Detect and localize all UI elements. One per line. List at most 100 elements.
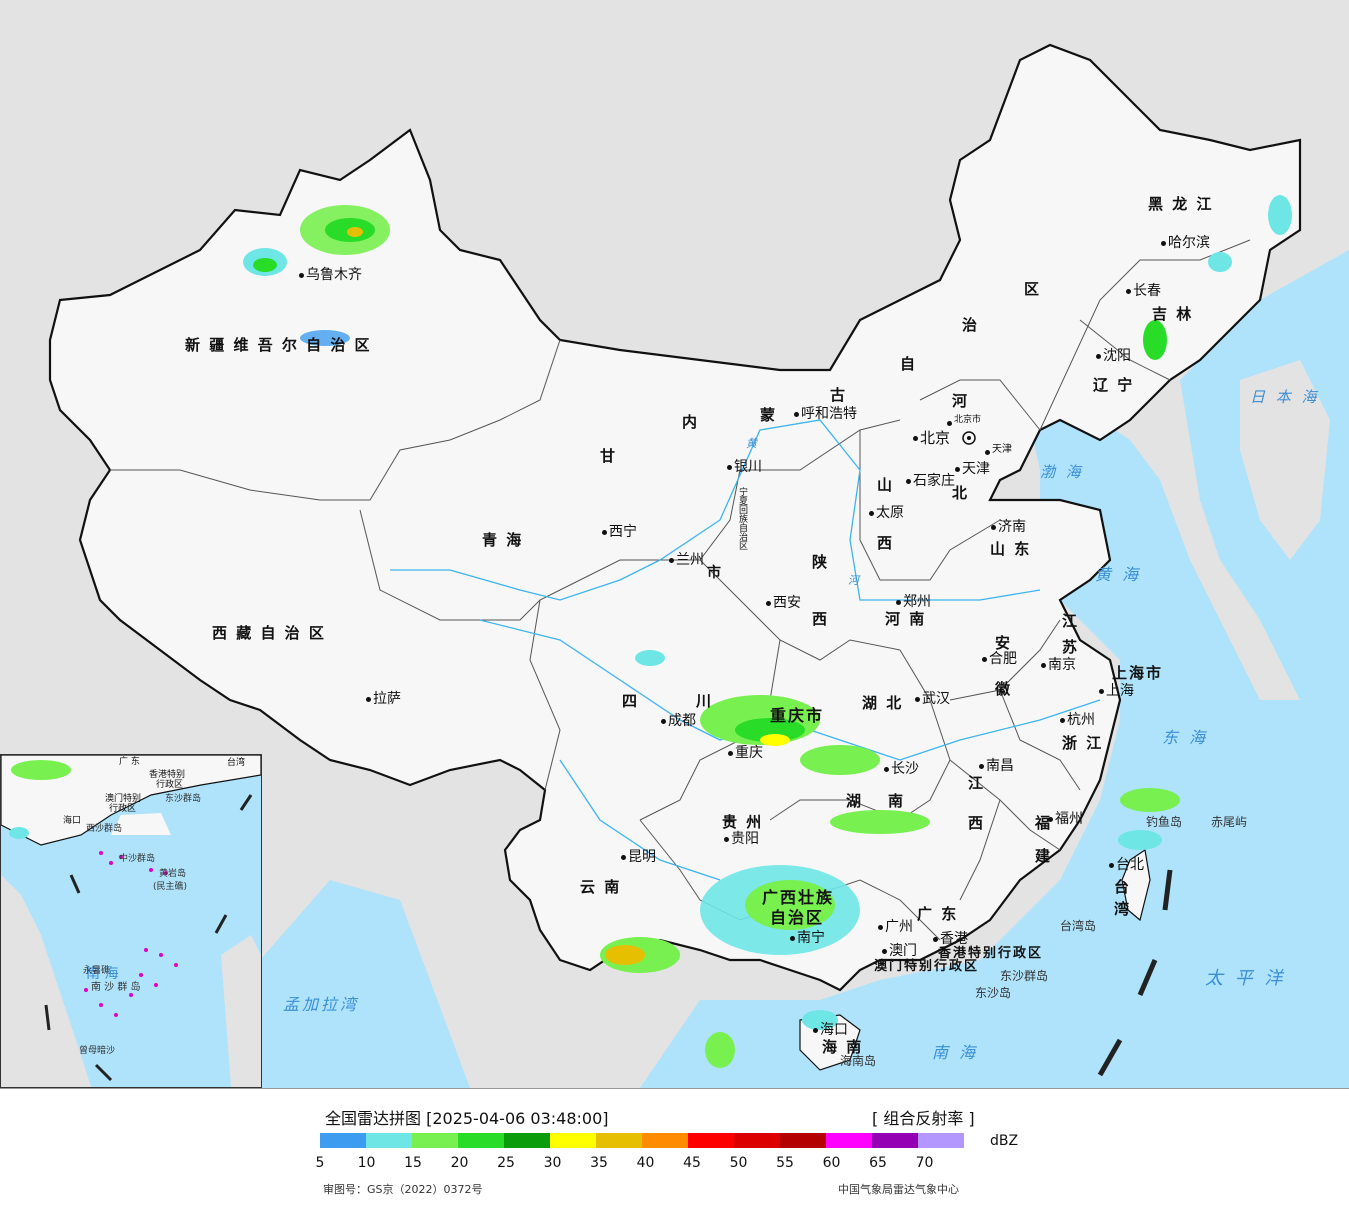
city-label-xining[interactable]: 西宁 <box>609 524 637 540</box>
city-label-zhengzhou[interactable]: 郑州 <box>903 594 931 610</box>
island-label-chiwei: 赤尾屿 <box>1211 815 1248 829</box>
city-label-guangzhou[interactable]: 广州 <box>885 919 913 935</box>
city-dot <box>1109 863 1114 868</box>
color-swatch <box>504 1133 550 1148</box>
region-label-guangxi-2: 自治区 <box>770 908 825 927</box>
city-dot <box>728 751 733 756</box>
region-label-jiangsu-2: 苏 <box>1062 638 1080 656</box>
region-label-jilin: 吉 林 <box>1152 305 1194 323</box>
region-label-gansu-city: 市 <box>707 565 723 581</box>
region-label-hainan: 海 南 <box>822 1038 864 1056</box>
region-label-henan: 河 南 <box>885 610 927 628</box>
region-label-jiangsu-1: 江 <box>1062 612 1080 630</box>
city-label-lanzhou[interactable]: 兰州 <box>676 552 704 568</box>
region-label-shaanxi-1: 陕 <box>812 553 830 571</box>
region-label-jiangxi-2: 西 <box>968 814 986 832</box>
city-label-beijing[interactable]: 北京 <box>920 429 951 447</box>
inset-label-inset-dongsha: 东沙群岛 <box>165 794 202 804</box>
city-label-haikou[interactable]: 海口 <box>820 1022 848 1038</box>
city-dot <box>947 421 952 426</box>
city-label-harbin[interactable]: 哈尔滨 <box>1168 235 1210 251</box>
city-label-tianjin[interactable]: 天津 <box>962 461 990 477</box>
city-label-urumqi[interactable]: 乌鲁木齐 <box>306 267 362 283</box>
tick-label: 45 <box>683 1155 701 1171</box>
city-dot <box>933 937 938 942</box>
island-label-hainan-island: 海南岛 <box>840 1054 877 1068</box>
water-label-donghai: 东 海 <box>1162 728 1209 747</box>
city-label-changchun[interactable]: 长春 <box>1133 283 1161 299</box>
city-dot <box>906 479 911 484</box>
city-label-shijiazhuang[interactable]: 石家庄 <box>913 473 955 489</box>
city-label-nanjing[interactable]: 南京 <box>1048 657 1076 673</box>
color-swatch <box>366 1133 412 1148</box>
water-label-mengjialawan: 孟加拉湾 <box>283 995 360 1014</box>
city-label-yinchuan[interactable]: 银川 <box>734 459 762 475</box>
city-label-hongkong[interactable]: 香港 <box>940 931 968 947</box>
city-label-changsha[interactable]: 长沙 <box>891 761 919 777</box>
inset-label-inset-nanhai: 南 海 <box>86 966 119 982</box>
city-label-taibei[interactable]: 台北 <box>1116 857 1144 873</box>
region-label-hunan-1: 湖 <box>846 792 864 810</box>
city-label-chengdu[interactable]: 成都 <box>668 713 696 729</box>
color-swatch <box>458 1133 504 1148</box>
city-label-nanchang[interactable]: 南昌 <box>986 758 1014 774</box>
inset-label-inset-zhongsha: 中沙群岛 <box>119 854 156 864</box>
city-dot <box>299 273 304 278</box>
city-dot <box>878 925 883 930</box>
city-label-wuhan[interactable]: 武汉 <box>922 691 950 707</box>
city-label-shanghai-city[interactable]: 上海 <box>1106 683 1134 699</box>
city-label-lhasa[interactable]: 拉萨 <box>373 691 401 707</box>
city-dot <box>979 764 984 769</box>
city-label-nanning[interactable]: 南宁 <box>797 930 825 946</box>
china-outline <box>48 43 1302 992</box>
color-swatch <box>412 1133 458 1148</box>
city-label-shenyang[interactable]: 沈阳 <box>1103 348 1131 364</box>
city-label-macau[interactable]: 澳门 <box>889 943 917 959</box>
tick-label: 5 <box>315 1155 325 1171</box>
region-label-hunan-2: 南 <box>888 792 906 810</box>
city-label-xian[interactable]: 西安 <box>773 595 801 611</box>
region-label-jiangxi-1: 江 <box>968 774 986 792</box>
city-label-kunming[interactable]: 昆明 <box>628 849 656 865</box>
city-label-guiyang[interactable]: 贵阳 <box>731 831 759 847</box>
region-label-qinghai: 青 海 <box>482 531 524 549</box>
city-label-hefei[interactable]: 合肥 <box>989 651 1017 667</box>
city-label-tianjin-city[interactable]: 天津 <box>992 444 1012 455</box>
inset-label-inset-huangyan: 黄岩岛 <box>159 869 187 879</box>
source-credit: 中国气象局雷达气象中心 <box>838 1183 959 1196</box>
city-dot <box>727 465 732 470</box>
city-label-hohhot[interactable]: 呼和浩特 <box>801 406 857 422</box>
legend-panel: 全国雷达拼图 [2025-04-06 03:48:00] [ 组合反射率 ] 5… <box>0 1088 1349 1209</box>
region-label-sichuan-2: 川 <box>696 692 714 710</box>
region-label-xinjiang: 新 疆 维 吾 尔 自 治 区 <box>185 336 372 354</box>
region-label-neimenggu-6: 区 <box>1024 280 1042 298</box>
city-label-beijing-city[interactable]: 北京市 <box>954 415 982 425</box>
region-label-neimenggu-3: 古 <box>830 386 848 404</box>
city-dot <box>896 600 901 605</box>
city-label-jinan[interactable]: 济南 <box>998 519 1026 535</box>
region-label-anhui-2: 徽 <box>995 680 1013 698</box>
tick-label: 30 <box>543 1155 562 1171</box>
south-china-sea-inset[interactable]: 南 海 西沙群岛 中沙群岛 黄岩岛 (民主礁) 永暑礁南 沙 群 岛曾母暗沙 东沙群岛 香港特… <box>0 754 262 1088</box>
city-dot <box>602 530 607 535</box>
tick-label: 25 <box>497 1155 515 1171</box>
region-label-ningxia: 宁夏回族自治区 <box>737 487 747 550</box>
tick-label: 55 <box>776 1155 794 1171</box>
color-swatch <box>688 1133 734 1148</box>
bay-of-bengal <box>260 880 470 1088</box>
color-swatch <box>826 1133 872 1148</box>
tick-label: 40 <box>636 1155 655 1171</box>
color-swatch <box>642 1133 688 1148</box>
region-label-fujian-1: 福 <box>1035 814 1053 832</box>
inset-label-inset-guangdong: 广 东 <box>119 757 140 767</box>
color-swatch <box>734 1133 780 1148</box>
inset-canvas <box>1 755 261 1087</box>
region-label-guizhou: 贵 州 <box>722 813 764 831</box>
tick-label: 15 <box>404 1155 422 1171</box>
city-label-fuzhou[interactable]: 福州 <box>1055 811 1083 827</box>
region-label-hubei: 湖 北 <box>862 694 904 712</box>
city-label-hangzhou[interactable]: 杭州 <box>1067 712 1095 728</box>
city-label-taiyuan[interactable]: 太原 <box>876 505 904 521</box>
radar-map[interactable]: 新 疆 维 吾 尔 自 治 区西 藏 自 治 区青 海甘内蒙古自治区黑 龙 江吉… <box>0 0 1349 1088</box>
city-label-chongqing-city[interactable]: 重庆 <box>735 745 763 761</box>
